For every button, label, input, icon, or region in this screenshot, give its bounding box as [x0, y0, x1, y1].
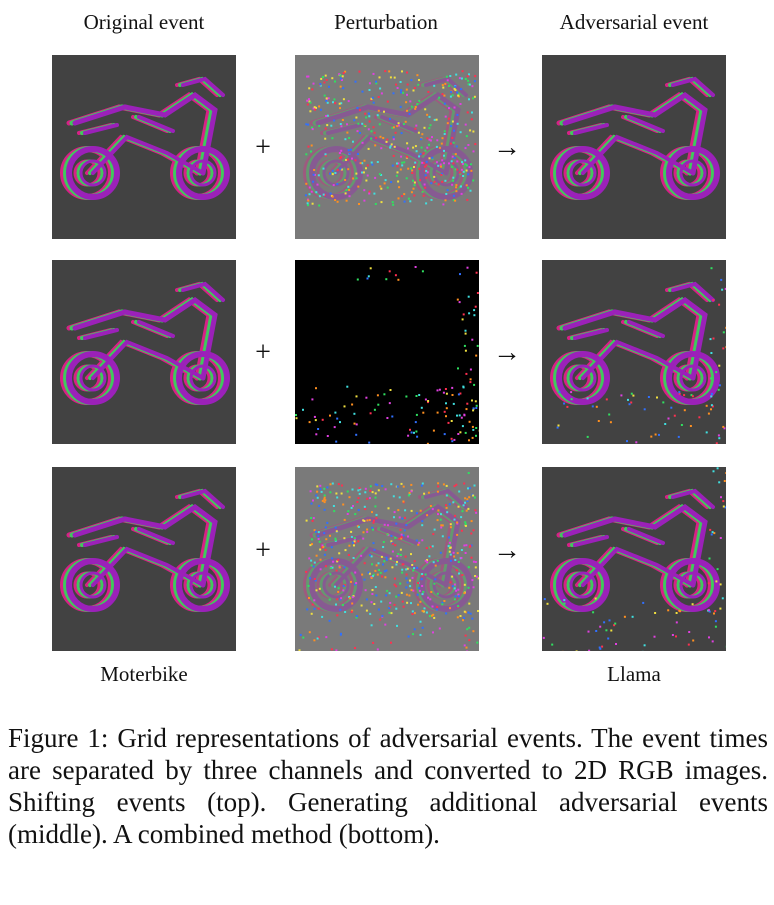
original-event-image [52, 55, 236, 239]
perturbation-image [295, 467, 479, 651]
adversarial-event-image [542, 467, 726, 651]
arrow-operator: → [493, 337, 521, 368]
adversarial-class-label: Llama [607, 662, 661, 686]
plus-operator: + [255, 132, 271, 163]
original-event-image [52, 467, 236, 651]
perturbation-image [295, 55, 479, 239]
plus-operator: + [255, 535, 271, 566]
plus-operator: + [255, 337, 271, 368]
arrow-operator: → [493, 535, 521, 566]
original-class-label: Moterbike [100, 662, 188, 686]
perturbation-image [295, 260, 479, 444]
column-header-adversarial: Adversarial event [559, 10, 709, 34]
original-event-image [52, 260, 236, 444]
figure-caption: Figure 1: Grid representations of advers… [8, 723, 768, 849]
column-header-original: Original event [83, 10, 205, 34]
adversarial-event-image [542, 260, 726, 444]
adversarial-event-image [542, 55, 726, 239]
column-header-perturbation: Perturbation [334, 10, 438, 34]
arrow-operator: → [493, 132, 521, 163]
